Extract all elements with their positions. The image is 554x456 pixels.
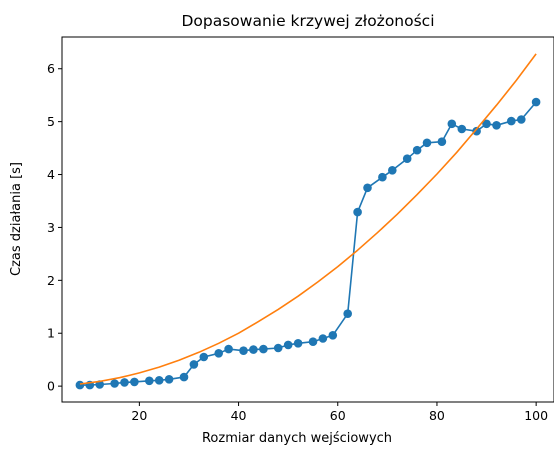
series-1-point <box>110 379 119 388</box>
series-1-point <box>154 376 164 385</box>
y-tick-label: 0 <box>47 379 55 394</box>
series-1-point <box>447 119 457 129</box>
series-1-point <box>531 97 541 107</box>
series-1-line <box>79 101 537 386</box>
x-tick-label: 80 <box>429 408 445 423</box>
x-axis: 20 40 60 80 100 <box>131 402 548 423</box>
y-tick-label: 2 <box>47 273 55 288</box>
series-1-point <box>482 119 491 129</box>
x-axis-label: Rozmiar danych wejściowych <box>202 431 392 446</box>
series-1-point <box>239 346 248 356</box>
y-tick-label: 5 <box>47 114 55 129</box>
axes-frame <box>61 36 554 403</box>
series-1-point <box>378 172 387 182</box>
series-2-line <box>79 53 537 385</box>
series-1-point <box>249 345 258 354</box>
series-1-point <box>145 376 154 386</box>
x-tick-label: 60 <box>330 408 346 423</box>
series-1-point <box>437 137 447 146</box>
y-tick-label: 4 <box>47 167 55 182</box>
series-1-point <box>517 115 526 124</box>
series-1-point <box>318 334 328 343</box>
series-1-point <box>293 339 303 348</box>
series-1-point <box>224 344 233 354</box>
series-1-point <box>164 375 174 384</box>
series-1-point <box>422 138 432 148</box>
series-1-point <box>273 343 283 353</box>
series-1-point <box>412 145 422 155</box>
series-1-point <box>214 349 223 358</box>
series-1-point <box>179 372 189 382</box>
series-1-point <box>507 116 516 126</box>
series-1-point <box>388 166 397 175</box>
series-1-point <box>75 380 85 390</box>
series-1-point <box>308 337 318 347</box>
x-tick-label: 20 <box>131 408 147 423</box>
x-tick-label: 40 <box>231 408 247 423</box>
series-1-point <box>363 183 372 193</box>
y-tick-label: 3 <box>47 220 55 235</box>
y-tick-label: 1 <box>47 326 55 341</box>
series-1-point <box>402 154 412 163</box>
series-1-point <box>353 207 362 217</box>
series-1-point <box>472 126 481 136</box>
chart-title: Dopasowanie krzywej złożoności <box>181 12 434 30</box>
plot-area <box>75 53 541 390</box>
series-1-point <box>283 340 293 350</box>
series-1-point <box>457 124 467 134</box>
series-1-point <box>328 331 338 340</box>
y-axis-label: Czas działania [s] <box>9 162 24 276</box>
series-1-point <box>343 309 353 319</box>
series-1-point <box>189 360 199 369</box>
series-1-point <box>120 378 129 387</box>
x-tick-label: 100 <box>524 408 548 423</box>
series-1-point <box>492 121 501 130</box>
series-1-point <box>199 352 209 362</box>
series-1-point <box>259 344 268 354</box>
y-axis: 0 1 2 3 4 5 6 <box>47 61 62 394</box>
series-1-point <box>130 377 139 387</box>
y-tick-label: 6 <box>47 61 55 76</box>
